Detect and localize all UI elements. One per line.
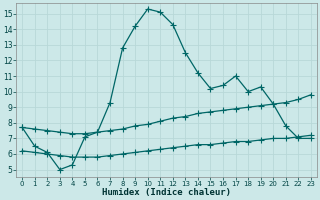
X-axis label: Humidex (Indice chaleur): Humidex (Indice chaleur) xyxy=(102,188,231,197)
